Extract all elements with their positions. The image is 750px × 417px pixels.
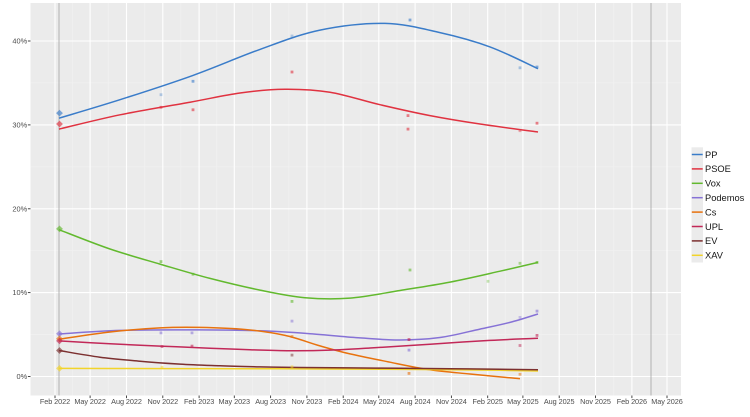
- svg-text:Podemos: Podemos: [705, 193, 745, 203]
- svg-text:30%: 30%: [12, 121, 27, 130]
- svg-text:0%: 0%: [17, 372, 28, 381]
- svg-text:EV: EV: [705, 236, 718, 246]
- svg-text:Feb 2022: Feb 2022: [40, 397, 70, 406]
- svg-text:May 2025: May 2025: [507, 397, 539, 406]
- svg-text:May 2024: May 2024: [363, 397, 395, 406]
- svg-text:PSOE: PSOE: [705, 164, 731, 174]
- svg-text:Aug 2024: Aug 2024: [400, 397, 431, 406]
- svg-text:Aug 2022: Aug 2022: [111, 397, 142, 406]
- svg-text:May 2023: May 2023: [219, 397, 251, 406]
- svg-text:PP: PP: [705, 150, 717, 160]
- svg-text:Aug 2025: Aug 2025: [544, 397, 575, 406]
- svg-text:May 2022: May 2022: [74, 397, 106, 406]
- svg-text:UPL: UPL: [705, 222, 723, 232]
- svg-text:Nov 2024: Nov 2024: [436, 397, 467, 406]
- svg-text:Aug 2023: Aug 2023: [255, 397, 286, 406]
- svg-text:10%: 10%: [12, 288, 27, 297]
- svg-text:Feb 2026: Feb 2026: [617, 397, 647, 406]
- svg-text:20%: 20%: [12, 204, 27, 213]
- svg-text:Vox: Vox: [705, 179, 721, 189]
- svg-text:Feb 2023: Feb 2023: [184, 397, 214, 406]
- svg-text:40%: 40%: [12, 37, 27, 46]
- svg-text:Feb 2025: Feb 2025: [473, 397, 503, 406]
- svg-text:XAV: XAV: [705, 251, 724, 261]
- svg-text:Cs: Cs: [705, 207, 717, 217]
- svg-text:Nov 2023: Nov 2023: [292, 397, 323, 406]
- svg-text:Feb 2024: Feb 2024: [328, 397, 358, 406]
- svg-text:Nov 2025: Nov 2025: [580, 397, 611, 406]
- svg-text:Nov 2022: Nov 2022: [147, 397, 178, 406]
- svg-text:May 2026: May 2026: [651, 397, 683, 406]
